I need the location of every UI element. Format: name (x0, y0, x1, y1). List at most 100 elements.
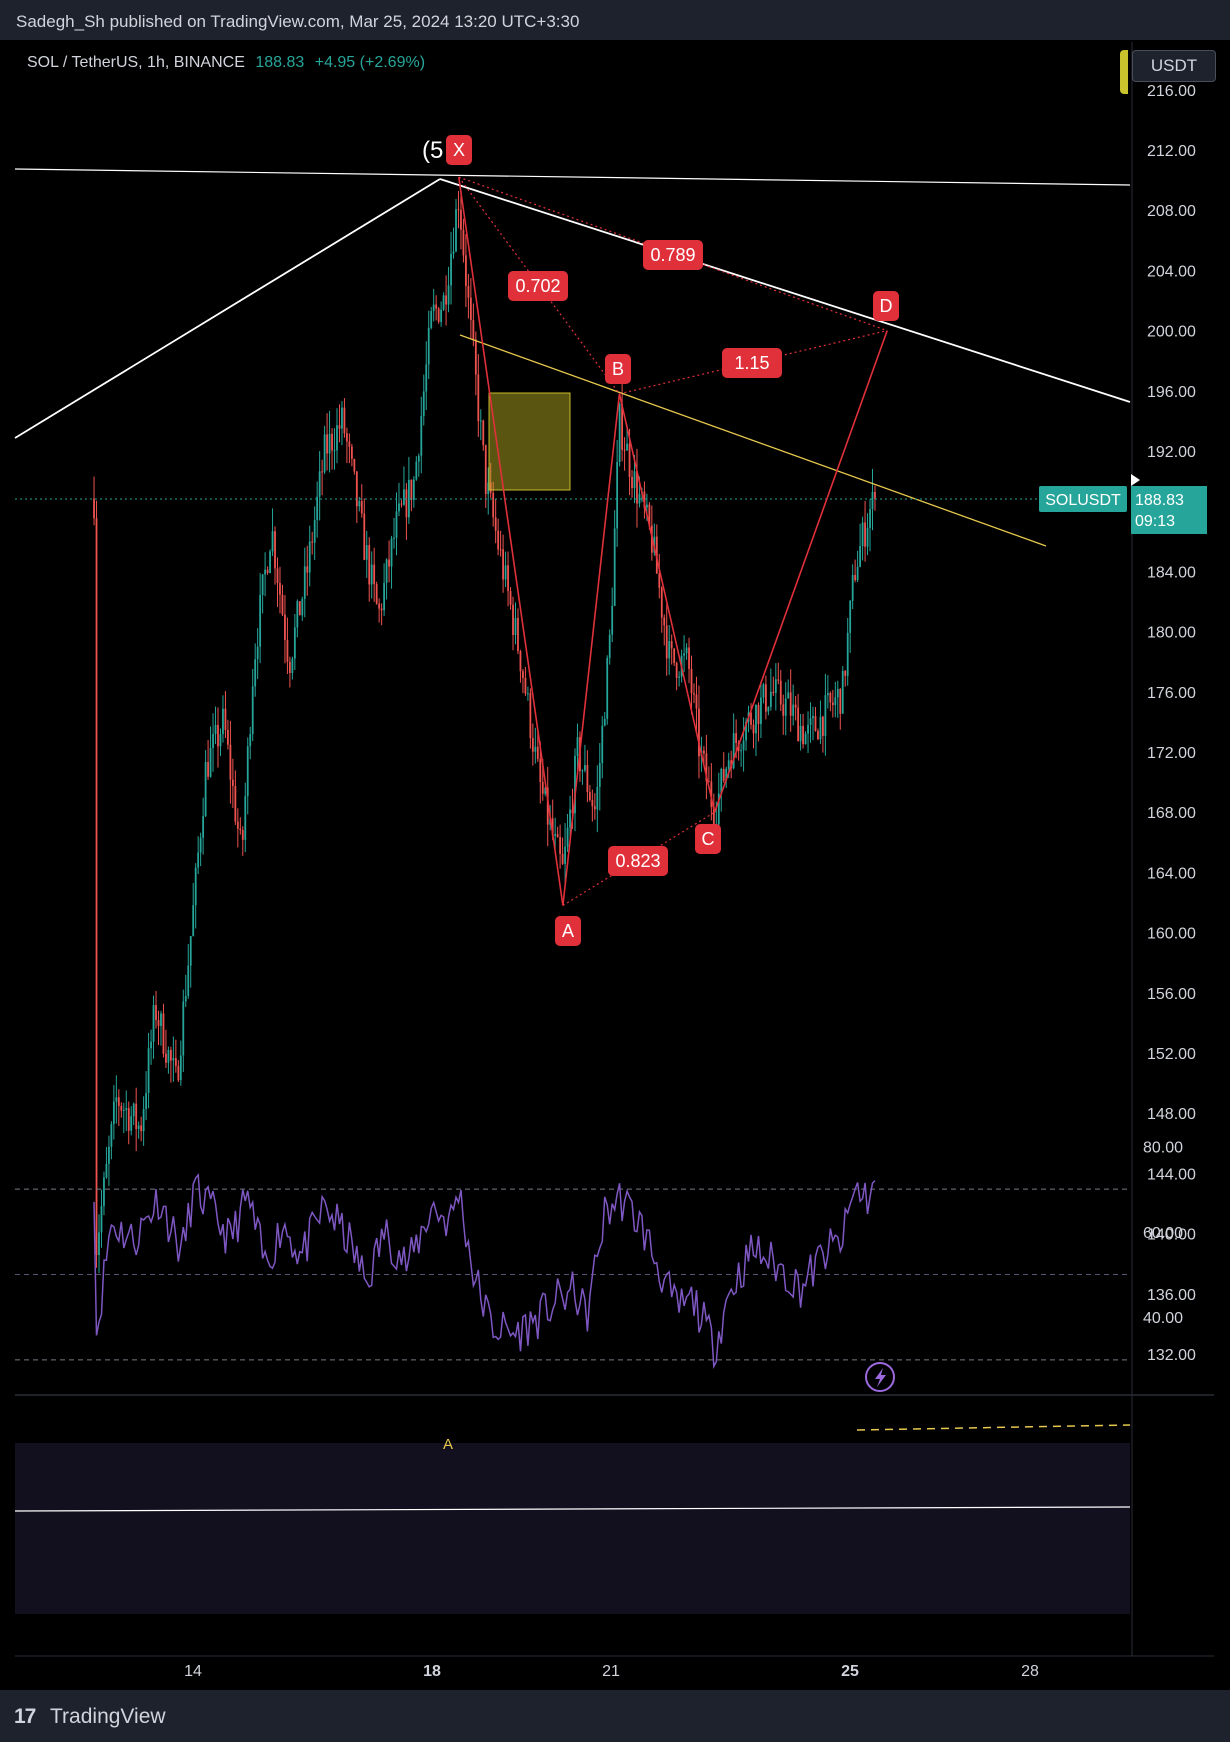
candle-body (172, 1058, 175, 1061)
candle-body (150, 1041, 152, 1049)
rsi-tick-label: 80.00 (1143, 1139, 1183, 1156)
wave-line (14, 178, 441, 439)
price-tick-label: 212.00 (1147, 143, 1196, 160)
candle-body (631, 476, 633, 488)
symbol-badge: SOLUSDT (1045, 492, 1121, 509)
candle-body (621, 403, 624, 450)
candle-body (497, 530, 500, 550)
candle-body (494, 517, 497, 531)
price-tick-label: 208.00 (1147, 203, 1196, 220)
candle-body (469, 297, 472, 321)
candle-body (412, 479, 415, 500)
candle-body (162, 1013, 165, 1054)
rsi-band (15, 1443, 1130, 1614)
candle-body (363, 513, 366, 560)
order-block-zone (488, 392, 571, 491)
countdown-badge: 09:13 (1135, 513, 1175, 530)
candle-body (425, 364, 428, 392)
candle-body (286, 639, 289, 662)
pattern-point-b-box (605, 354, 631, 384)
candle-body (214, 724, 217, 734)
candle-body (544, 787, 547, 794)
candle-body (512, 604, 514, 635)
candle-body (767, 706, 770, 712)
candle-body (784, 698, 787, 716)
candle-body (398, 503, 400, 512)
candle-body (546, 787, 549, 825)
candle-body (346, 433, 348, 442)
candle-body (839, 688, 842, 714)
time-tick-label: 18 (423, 1663, 441, 1680)
candle-body (284, 614, 286, 640)
candle-body (725, 768, 728, 781)
candle-body (569, 809, 571, 828)
candle-body (854, 574, 857, 581)
ratio-label-box (508, 271, 568, 301)
candle-body (467, 286, 470, 298)
candle-body (514, 617, 517, 635)
candle-body (259, 595, 262, 647)
price-tick-label: 148.00 (1147, 1106, 1196, 1123)
candle-body (626, 443, 628, 451)
price-tick-label: 160.00 (1147, 926, 1196, 943)
candle-body (606, 658, 609, 719)
candle-body (207, 762, 209, 777)
candle-body (450, 253, 452, 286)
price-chart[interactable]: 212.00 208.00 204.00 200.00 196.00 192.00 188.… (0, 0, 1230, 1690)
candle-body (137, 1125, 140, 1129)
pattern-point-b: B (612, 359, 624, 379)
rsi-trendline (14, 1506, 1131, 1512)
candle-body (308, 541, 311, 573)
candle-body (683, 653, 685, 656)
candle-body (688, 647, 690, 669)
candle-body (410, 479, 413, 500)
candle-body (430, 311, 433, 328)
candle-body (484, 445, 487, 495)
candle-body (321, 471, 324, 473)
candle-body (829, 692, 832, 703)
candle-body (814, 716, 817, 731)
currency-button[interactable]: USDT (1132, 50, 1216, 82)
candle-body (385, 559, 388, 583)
candle-body (804, 733, 807, 745)
price-tick-label: 144.00 (1147, 1166, 1196, 1183)
candle-body (703, 750, 705, 754)
candle-body (524, 677, 527, 694)
rsi-tick-label: 60.00 (1143, 1225, 1183, 1242)
price-tick-label: 176.00 (1147, 685, 1196, 702)
candle-body (420, 416, 423, 456)
candle-body (103, 1177, 105, 1207)
candle-body (789, 692, 792, 716)
time-tick-label: 28 (1021, 1663, 1039, 1680)
price-pointer-icon (1131, 474, 1140, 486)
candle-body (383, 582, 386, 611)
candle-body (690, 668, 693, 694)
candle-body (452, 251, 455, 254)
legend-change: +4.95 (+2.69%) (314, 54, 426, 71)
candle-body (556, 834, 559, 838)
pattern-point-x: X (453, 140, 465, 160)
candle-body (834, 697, 837, 706)
candle-body (782, 704, 785, 716)
candle-body (455, 209, 457, 252)
price-tick-label: 184.00 (1147, 564, 1196, 581)
pattern-point-a-box (555, 916, 581, 946)
candle-body (678, 676, 681, 678)
candle-body (199, 837, 202, 853)
candle-body (774, 679, 777, 694)
candle-body (311, 541, 314, 543)
price-tick-label: 168.00 (1147, 805, 1196, 822)
candle-body (772, 691, 775, 694)
price-tick-label: 140.00 (1147, 1227, 1196, 1244)
candle-body (395, 511, 398, 538)
candle-body (135, 1103, 138, 1129)
pattern-point-x-box (446, 135, 472, 165)
candle-body (591, 799, 594, 807)
candle-body (326, 434, 328, 454)
candle-body (403, 489, 405, 505)
candle-body (274, 531, 276, 569)
ratio-label: 0.702 (515, 276, 560, 296)
price-tick-label: 196.00 (1147, 384, 1196, 401)
alert-tab[interactable] (1120, 50, 1128, 94)
candle-body (415, 461, 418, 480)
